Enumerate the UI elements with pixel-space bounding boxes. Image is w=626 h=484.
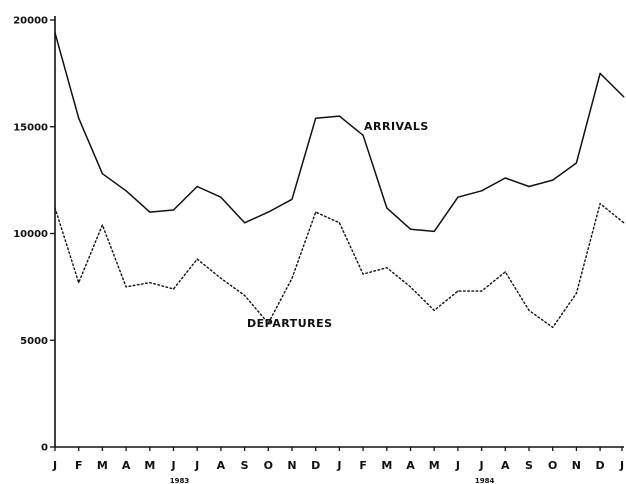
data-point-departures	[172, 288, 175, 290]
data-point-arrivals	[101, 173, 103, 175]
series-line-arrivals	[54, 32, 625, 233]
x-tick-label: J	[170, 459, 175, 472]
data-point-departures	[575, 292, 578, 294]
x-tick-label: O	[548, 459, 557, 472]
data-point-arrivals	[481, 190, 483, 192]
data-point-departures	[244, 294, 246, 296]
series-group	[54, 32, 625, 329]
data-point-departures	[315, 211, 317, 213]
data-point-arrivals	[338, 115, 340, 117]
x-tick-label: A	[406, 459, 415, 472]
x-tick-label: N	[572, 459, 581, 472]
y-tick-label: 20000	[13, 16, 48, 27]
data-point-departures	[101, 224, 103, 226]
data-point-departures	[149, 282, 151, 284]
data-point-departures	[528, 309, 530, 311]
data-point-arrivals	[291, 198, 293, 200]
x-tick-label: O	[264, 459, 273, 472]
data-point-departures	[386, 267, 388, 269]
x-tick-label: A	[217, 459, 226, 472]
data-point-arrivals	[125, 190, 127, 192]
data-point-arrivals	[504, 177, 506, 179]
series-labels: ARRIVALS DEPARTURES	[247, 120, 429, 330]
x-tick-label: M	[144, 459, 155, 472]
data-point-arrivals	[362, 134, 364, 136]
x-tick-label: J	[194, 459, 199, 472]
data-point-arrivals	[409, 228, 412, 230]
x-tick-label: M	[381, 459, 392, 472]
data-point-departures	[433, 309, 435, 311]
data-point-arrivals	[457, 196, 459, 198]
series-line-departures	[54, 202, 625, 329]
data-point-departures	[220, 277, 222, 279]
data-point-departures	[481, 290, 483, 292]
data-point-arrivals	[599, 72, 601, 74]
data-point-departures	[623, 222, 625, 224]
data-point-arrivals	[149, 211, 151, 213]
data-point-departures	[54, 207, 56, 209]
data-point-arrivals	[244, 222, 246, 224]
x-tick-label: M	[97, 459, 108, 472]
x-tick-label: J	[479, 459, 484, 472]
y-axis-ticks: 0 5000 10000 15000 20000	[13, 16, 55, 454]
data-point-arrivals	[315, 117, 317, 119]
data-point-departures	[599, 203, 601, 205]
data-point-arrivals	[386, 207, 388, 209]
data-point-departures	[457, 290, 459, 292]
year-labels: 1983 1984	[170, 477, 495, 484]
y-tick-label: 15000	[13, 122, 48, 133]
series-label-arrivals: ARRIVALS	[364, 120, 429, 133]
x-tick-label: D	[311, 459, 320, 472]
data-point-departures	[362, 273, 364, 275]
data-point-arrivals	[172, 209, 175, 211]
data-point-arrivals	[54, 32, 56, 34]
x-tick-label: D	[596, 459, 605, 472]
x-tick-label: A	[501, 459, 510, 472]
data-point-departures	[291, 277, 293, 279]
x-tick-label: J	[336, 459, 341, 472]
data-point-arrivals	[433, 230, 435, 232]
x-tick-label: A	[122, 459, 131, 472]
data-point-departures	[78, 282, 80, 284]
x-tick-label: M	[429, 459, 440, 472]
data-point-arrivals	[528, 185, 530, 188]
data-point-arrivals	[196, 185, 198, 188]
year-label: 1984	[475, 477, 495, 484]
data-point-departures	[504, 271, 506, 273]
x-tick-label: F	[75, 459, 83, 472]
data-point-departures	[552, 326, 554, 328]
data-point-departures	[125, 286, 127, 288]
data-point-arrivals	[220, 196, 222, 198]
y-tick-label: 0	[41, 443, 48, 454]
data-point-departures	[338, 222, 340, 224]
data-point-departures	[409, 286, 412, 288]
data-point-arrivals	[78, 117, 80, 119]
data-point-arrivals	[623, 96, 625, 98]
series-label-departures: DEPARTURES	[247, 317, 333, 330]
data-point-arrivals	[552, 179, 554, 181]
y-tick-label: 5000	[20, 336, 48, 347]
x-tick-label: F	[359, 459, 367, 472]
x-tick-label: J	[455, 459, 460, 472]
year-label: 1983	[170, 477, 190, 484]
y-tick-label: 10000	[13, 229, 48, 240]
x-tick-label: J	[52, 459, 57, 472]
x-tick-label: N	[287, 459, 296, 472]
x-tick-label: S	[525, 459, 533, 472]
x-tick-label: J	[619, 459, 624, 472]
x-tick-label: S	[241, 459, 249, 472]
data-point-arrivals	[575, 162, 578, 164]
data-point-arrivals	[267, 211, 269, 213]
data-point-departures	[196, 258, 198, 260]
data-point-departures	[267, 322, 269, 324]
